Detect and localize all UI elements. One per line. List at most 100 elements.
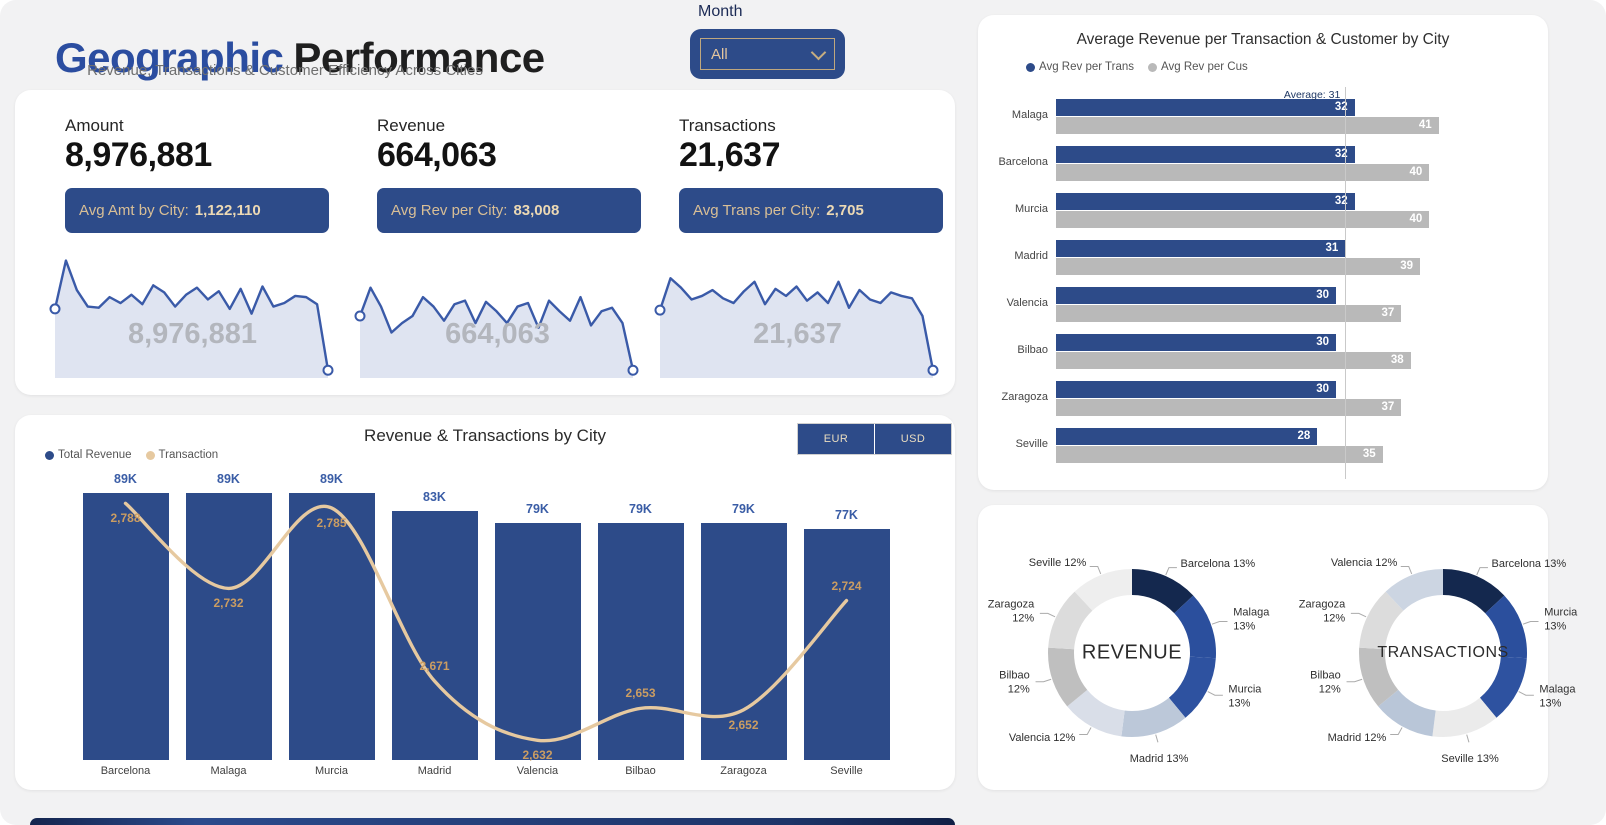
legend-item-avg-rev-per-trans[interactable]: Avg Rev per Trans [1026, 61, 1134, 73]
avg-rev-per-cus-value: 37 [1381, 307, 1395, 319]
avg-rev-per-trans-bar[interactable]: 32 [1056, 99, 1355, 116]
next-panel-edge [30, 818, 955, 825]
donut-center-label: REVENUE [1081, 641, 1183, 664]
donut-label-malaga: Malaga 13% [1539, 683, 1576, 711]
bar-value-label: 77K [835, 508, 858, 522]
avg-rev-per-trans-value: 30 [1316, 289, 1329, 301]
usd-button[interactable]: USD [875, 424, 951, 454]
avg-rev-per-trans-bar[interactable]: 31 [1056, 240, 1346, 257]
bar-value-label: 79K [732, 502, 755, 516]
avg-rev-per-cus-bar[interactable]: 35 [1056, 446, 1383, 463]
legend-item-transaction[interactable]: Transaction [145, 449, 219, 461]
avg-row-bilbao: Bilbao 30 38 [978, 334, 1548, 370]
transactions-donut: Barcelona 13% Murcia 13% Malaga 13% Seville 1… [1293, 528, 1593, 778]
bar-malaga[interactable] [185, 493, 272, 760]
legend-item-avg-rev-per-cus[interactable]: Avg Rev per Cus [1148, 61, 1248, 73]
donut-center-label: TRANSACTIONS [1377, 644, 1509, 661]
avg-rev-per-trans-value: 30 [1316, 383, 1329, 395]
avg-rev-per-cus-bar[interactable]: 39 [1056, 258, 1420, 275]
donut-slice-seville[interactable] [1359, 569, 1527, 737]
avg-rev-per-trans-bar[interactable]: 32 [1056, 146, 1355, 163]
sparkline-watermark: 8,976,881 [127, 317, 257, 350]
line-value-label: 2,652 [728, 717, 759, 732]
donut-slice-malaga[interactable] [1048, 569, 1216, 737]
donut-slice-murcia[interactable] [1359, 569, 1527, 737]
donut-label-bilbao: Bilbao 12% [1310, 669, 1341, 696]
donut-label-murcia: Murcia 13% [1544, 606, 1578, 634]
donut-slice-seville[interactable] [1048, 569, 1216, 737]
bar-value-label: 89K [320, 472, 343, 486]
line-value-label: 2,653 [625, 686, 656, 701]
donut-label-seville: Seville 12% [1028, 556, 1087, 569]
sparkline-revenue: 664,063 [354, 250, 640, 380]
line-value-label: 2,632 [522, 748, 553, 763]
transaction-line-svg [123, 501, 849, 743]
bar-zaragoza[interactable] [700, 523, 787, 760]
avg-row-seville: Seville 28 35 [978, 428, 1548, 464]
donut-label-valencia: Valencia 12% [1330, 556, 1398, 569]
chevron-down-icon [810, 44, 827, 60]
donut-label-madrid: Madrid 13% [1129, 753, 1189, 766]
avg-row-category: Malaga [1011, 109, 1048, 121]
eur-button[interactable]: EUR [798, 424, 874, 454]
donut-slice-bilbao[interactable] [1048, 569, 1216, 737]
legend-item-total-revenue[interactable]: Total Revenue [45, 449, 132, 461]
donut-slice-madrid[interactable] [1048, 569, 1216, 737]
avg-row-zaragoza: Zaragoza 30 37 [978, 381, 1548, 417]
donut-label-bilbao: Bilbao 12% [999, 669, 1030, 696]
avg-rev-per-cus-bar[interactable]: 38 [1056, 352, 1411, 369]
average-line-label: Average: 31 [1283, 89, 1341, 101]
bar-bilbao[interactable] [597, 523, 684, 760]
avg-rev-per-cus-bar[interactable]: 37 [1056, 399, 1402, 416]
average-reference-line [1345, 87, 1347, 479]
donut-slice-valencia[interactable] [1359, 569, 1527, 737]
sparkline-svg [49, 259, 334, 378]
x-axis-label-malaga: Malaga [210, 765, 247, 777]
x-axis-label-seville: Seville [830, 765, 863, 777]
line-value-label: 2,732 [213, 596, 244, 611]
month-dropdown[interactable]: All [690, 29, 845, 79]
donut-label-zaragoza: Zaragoza 12% [987, 598, 1035, 625]
avg-rev-per-cus-bar[interactable]: 40 [1056, 211, 1430, 228]
sparkline-watermark: 664,063 [445, 317, 550, 350]
kpi-badge-value: 1,122,110 [194, 202, 261, 219]
bar-value-label: 89K [217, 472, 240, 486]
bar-barcelona[interactable] [82, 493, 169, 760]
avg-rev-per-cus-bar[interactable]: 40 [1056, 164, 1430, 181]
avg-rev-per-trans-bar[interactable]: 30 [1056, 287, 1336, 304]
avg-rev-per-cus-value: 35 [1362, 448, 1376, 460]
combo-chart-title: Revenue & Transactions by City [364, 426, 606, 445]
avg-rev-per-cus-bar[interactable]: 41 [1056, 117, 1439, 134]
x-axis-label-bilbao: Bilbao [625, 765, 656, 777]
avg-row-category: Seville [1015, 438, 1048, 450]
kpi-badge: Avg Trans per City: 2,705 [679, 188, 943, 233]
bar-murcia[interactable] [288, 493, 375, 760]
kpi-value: 21,637 [679, 136, 781, 174]
bar-seville[interactable] [803, 529, 890, 760]
donut-label-barcelona: Barcelona 13% [1491, 557, 1567, 570]
donuts-card: Barcelona 13% Malaga 13% Murcia 13% Madrid 13… [978, 505, 1577, 790]
avg-rev-per-trans-bar[interactable]: 30 [1056, 381, 1336, 398]
donut-label-zaragoza: Zaragoza 12% [1298, 598, 1346, 625]
legend-label: Avg Rev per Trans [1039, 61, 1135, 73]
donut-slice-bilbao[interactable] [1359, 569, 1527, 737]
bar-value-label: 89K [114, 472, 137, 486]
avg-row-barcelona: Barcelona 32 40 [978, 146, 1548, 182]
combo-legend: Total Revenue Transaction [45, 449, 218, 461]
kpi-badge-value: 2,705 [826, 202, 864, 219]
sparkline-svg [654, 277, 939, 378]
legend-dot-icon [145, 450, 155, 460]
avg-rev-per-trans-bar[interactable]: 30 [1056, 334, 1336, 351]
avg-rev-per-trans-value: 28 [1297, 430, 1311, 442]
avg-row-murcia: Murcia 32 40 [978, 193, 1548, 229]
donut-label-barcelona: Barcelona 13% [1180, 557, 1256, 570]
x-axis-label-valencia: Valencia [516, 765, 559, 777]
kpi-label: Amount [65, 116, 124, 135]
bar-valencia[interactable] [494, 523, 581, 760]
legend-label: Transaction [158, 449, 219, 461]
avg-rev-per-trans-bar[interactable]: 32 [1056, 193, 1355, 210]
avg-rev-per-cus-bar[interactable]: 37 [1056, 305, 1402, 322]
bar-value-label: 79K [629, 502, 652, 516]
x-axis-label-madrid: Madrid [417, 765, 452, 777]
avg-rev-per-trans-bar[interactable]: 28 [1056, 428, 1318, 445]
